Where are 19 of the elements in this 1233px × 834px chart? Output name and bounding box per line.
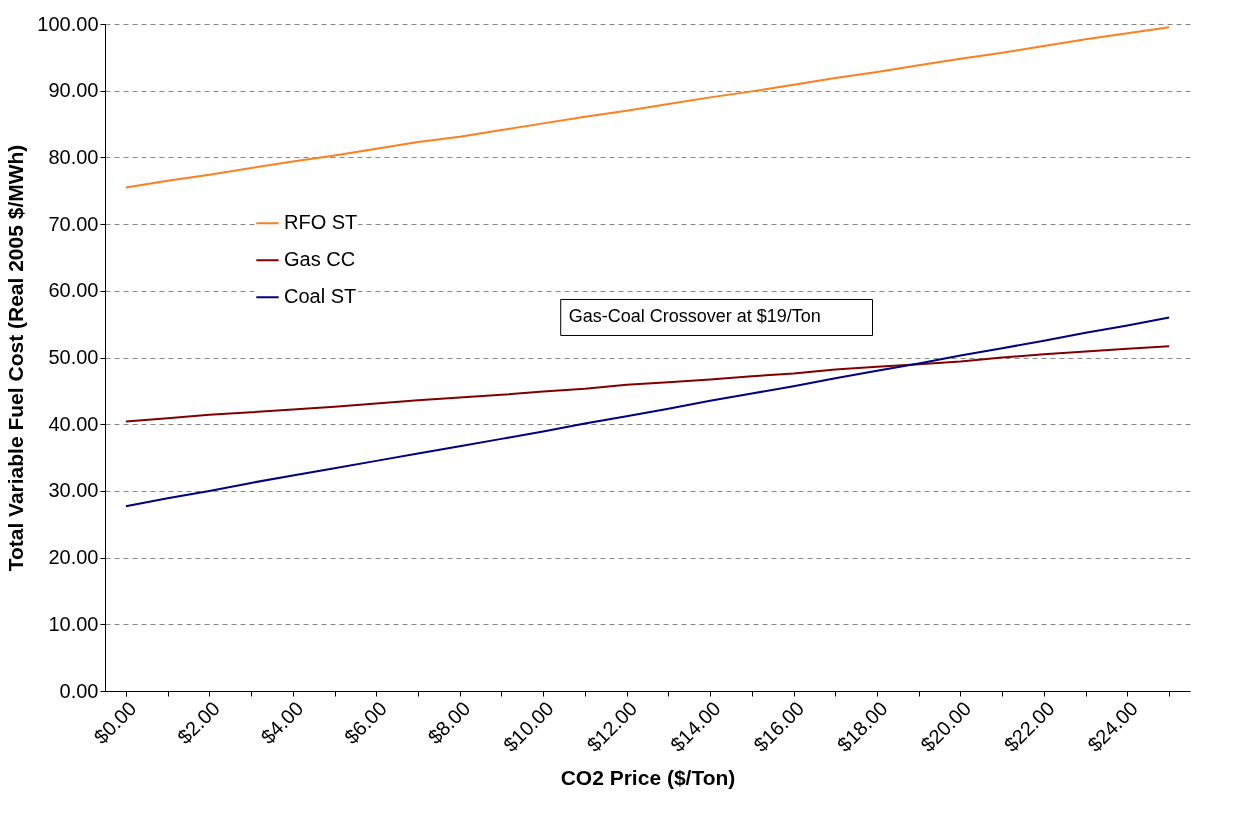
y-tick-label: 100.00 bbox=[37, 12, 99, 35]
y-axis-title: Total Variable Fuel Cost (Real 2005 $/MWh) bbox=[4, 144, 28, 572]
y-tick-label: 40.00 bbox=[48, 412, 99, 435]
line-series bbox=[124, 26, 1171, 189]
x-axis-title: CO2 Price ($/Ton) bbox=[560, 765, 736, 789]
line-series bbox=[124, 345, 1171, 423]
y-tick-label: 70.00 bbox=[48, 212, 99, 235]
legend-label: RFO ST bbox=[284, 211, 358, 234]
y-tick-label: 10.00 bbox=[48, 612, 99, 635]
y-tick-label: 80.00 bbox=[48, 145, 99, 168]
y-tick-label: 90.00 bbox=[48, 79, 99, 102]
y-tick-label: 0.00 bbox=[59, 679, 99, 702]
y-tick-label: 20.00 bbox=[48, 546, 99, 569]
y-tick-label: 50.00 bbox=[48, 346, 99, 368]
y-tick-label: 30.00 bbox=[48, 479, 99, 502]
y-tick-label: 60.00 bbox=[48, 279, 99, 302]
annotation: Gas-Coal Crossover at $19/Ton bbox=[568, 306, 821, 327]
legend-label: Gas CC bbox=[284, 248, 356, 271]
legend-label: Coal ST bbox=[284, 285, 357, 308]
